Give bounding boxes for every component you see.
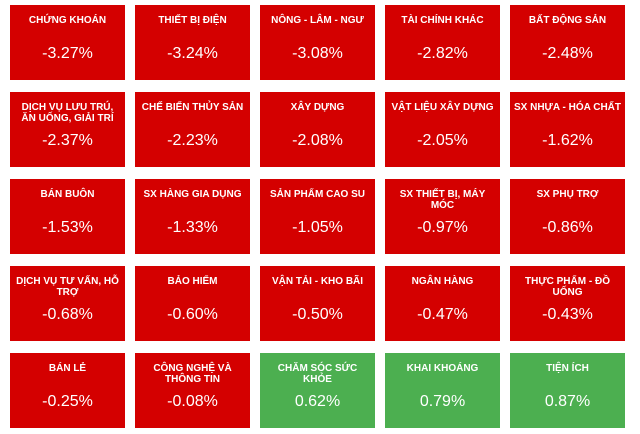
- sector-tile: DỊCH VỤ TƯ VẤN, HỖ TRỢ -0.68%: [10, 266, 125, 341]
- sector-name: BÁN BUÔN: [40, 189, 95, 200]
- sector-tile: KHAI KHOÁNG 0.79%: [385, 353, 500, 428]
- sector-tile: BẢO HIỂM -0.60%: [135, 266, 250, 341]
- sector-tile: BẤT ĐỘNG SẢN -2.48%: [510, 5, 625, 80]
- sector-tile: CHĂM SÓC SỨC KHỎE 0.62%: [260, 353, 375, 428]
- sector-change: -0.47%: [417, 306, 468, 323]
- sector-name: SX THIẾT BỊ, MÁY MÓC: [399, 189, 486, 211]
- sector-change: -2.37%: [42, 132, 93, 149]
- sector-name: CHỨNG KHOÁN: [28, 15, 107, 26]
- sector-name: NGÂN HÀNG: [411, 276, 474, 287]
- sector-name: DỊCH VỤ LƯU TRÚ, ĂN UỐNG, GIẢI TRÍ: [21, 102, 114, 124]
- sector-tile: TÀI CHÍNH KHÁC -2.82%: [385, 5, 500, 80]
- sector-tile: SX PHỤ TRỢ -0.86%: [510, 179, 625, 254]
- sector-tile: SẢN PHẨM CAO SU -1.05%: [260, 179, 375, 254]
- sector-tile: CÔNG NGHỆ VÀ THÔNG TIN -0.08%: [135, 353, 250, 428]
- sector-tile: BÁN LẺ -0.25%: [10, 353, 125, 428]
- sector-tile: VẬT LIỆU XÂY DỰNG -2.05%: [385, 92, 500, 167]
- sector-change: -0.97%: [417, 219, 468, 236]
- sector-tile: VẬN TẢI - KHO BÃI -0.50%: [260, 266, 375, 341]
- sector-tile: THIẾT BỊ ĐIỆN -3.24%: [135, 5, 250, 80]
- sector-change: 0.62%: [294, 393, 341, 410]
- sector-name: KHAI KHOÁNG: [406, 363, 479, 374]
- sector-name: VẬT LIỆU XÂY DỰNG: [391, 102, 494, 113]
- sector-grid: CHỨNG KHOÁN -3.27% THIẾT BỊ ĐIỆN -3.24% NÔNG…: [10, 5, 630, 428]
- sector-name: SX PHỤ TRỢ: [536, 189, 599, 200]
- sector-tile: NGÂN HÀNG -0.47%: [385, 266, 500, 341]
- sector-change: -1.33%: [167, 219, 218, 236]
- sector-change: -2.08%: [292, 132, 343, 149]
- sector-tile: SX THIẾT BỊ, MÁY MÓC -0.97%: [385, 179, 500, 254]
- sector-name: SẢN PHẨM CAO SU: [269, 189, 365, 200]
- sector-change: -2.82%: [417, 45, 468, 62]
- sector-change: -0.50%: [292, 306, 343, 323]
- sector-name: CÔNG NGHỆ VÀ THÔNG TIN: [153, 363, 232, 385]
- sector-name: CHĂM SÓC SỨC KHỎE: [277, 363, 358, 385]
- sector-tile: THỰC PHẨM - ĐỒ UỐNG -0.43%: [510, 266, 625, 341]
- sector-change: -0.43%: [542, 306, 593, 323]
- sector-name: XÂY DỰNG: [290, 102, 345, 113]
- sector-name: TIỆN ÍCH: [546, 363, 589, 374]
- sector-name: SX NHỰA - HÓA CHẤT: [514, 102, 621, 113]
- sector-name: TÀI CHÍNH KHÁC: [401, 15, 484, 26]
- sector-change: -3.08%: [292, 45, 343, 62]
- sector-tile: XÂY DỰNG -2.08%: [260, 92, 375, 167]
- sector-change: -0.60%: [167, 306, 218, 323]
- sector-tile: DỊCH VỤ LƯU TRÚ, ĂN UỐNG, GIẢI TRÍ -2.37%: [10, 92, 125, 167]
- sector-name: BÁN LẺ: [48, 363, 87, 374]
- sector-tile: CHẾ BIẾN THỦY SẢN -2.23%: [135, 92, 250, 167]
- sector-name: BẤT ĐỘNG SẢN: [528, 15, 607, 26]
- sector-tile: SX HÀNG GIA DỤNG -1.33%: [135, 179, 250, 254]
- sector-name: CHẾ BIẾN THỦY SẢN: [141, 102, 244, 113]
- sector-change: -0.08%: [167, 393, 218, 410]
- sector-change: -2.05%: [417, 132, 468, 149]
- sector-change: -0.86%: [542, 219, 593, 236]
- sector-change: -2.48%: [542, 45, 593, 62]
- sector-change: -3.27%: [42, 45, 93, 62]
- sector-name: VẬN TẢI - KHO BÃI: [271, 276, 364, 287]
- sector-change: -3.24%: [167, 45, 218, 62]
- sector-change: 0.87%: [544, 393, 591, 410]
- sector-tile: BÁN BUÔN -1.53%: [10, 179, 125, 254]
- sector-change: -1.05%: [292, 219, 343, 236]
- sector-tile: TIỆN ÍCH 0.87%: [510, 353, 625, 428]
- sector-name: NÔNG - LÂM - NGƯ: [271, 15, 364, 26]
- sector-change: -1.53%: [42, 219, 93, 236]
- sector-change: -1.62%: [542, 132, 593, 149]
- sector-name: THỰC PHẨM - ĐỒ UỐNG: [525, 276, 610, 298]
- sector-change: 0.79%: [419, 393, 466, 410]
- sector-change: -0.25%: [42, 393, 93, 410]
- sector-tile: NÔNG - LÂM - NGƯ -3.08%: [260, 5, 375, 80]
- sector-name: SX HÀNG GIA DỤNG: [143, 189, 242, 200]
- sector-name: DỊCH VỤ TƯ VẤN, HỖ TRỢ: [16, 276, 119, 298]
- sector-name: BẢO HIỂM: [167, 276, 218, 287]
- sector-change: -0.68%: [42, 306, 93, 323]
- sector-change: -2.23%: [167, 132, 218, 149]
- sector-tile: SX NHỰA - HÓA CHẤT -1.62%: [510, 92, 625, 167]
- sector-tile: CHỨNG KHOÁN -3.27%: [10, 5, 125, 80]
- sector-name: THIẾT BỊ ĐIỆN: [158, 15, 227, 26]
